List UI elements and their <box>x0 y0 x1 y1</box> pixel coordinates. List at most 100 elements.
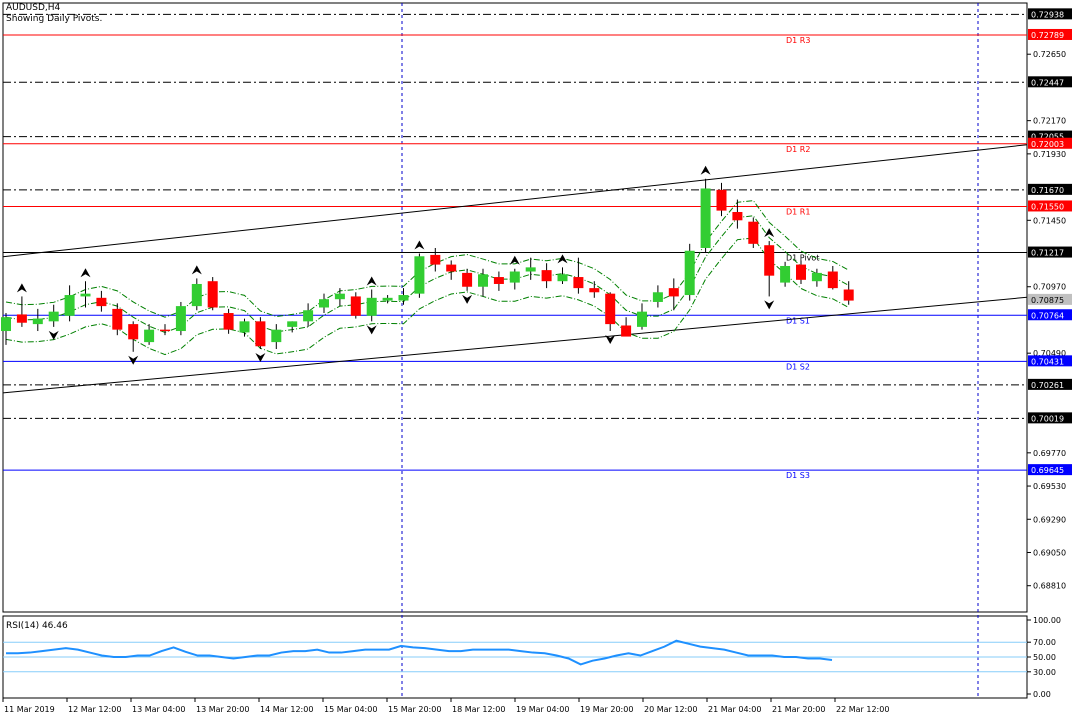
rsi-tick-label: 30.00 <box>1033 668 1056 677</box>
time-tick-label: 20 Mar 12:00 <box>644 705 697 714</box>
candle-body <box>223 313 234 330</box>
price-tick-label: 0.69770 <box>1033 449 1066 458</box>
candle-body <box>48 311 59 322</box>
level-label-box <box>1028 246 1072 258</box>
candle-body <box>748 221 759 244</box>
time-tick-label: 22 Mar 12:00 <box>836 705 889 714</box>
level-label-box <box>1028 200 1072 212</box>
pivot-label: D1 S1 <box>786 316 810 325</box>
level-label-text: 0.72055 <box>1031 133 1064 142</box>
candle-body <box>827 271 838 289</box>
candle-body <box>446 264 457 272</box>
candle-body <box>191 283 202 307</box>
candle-body <box>271 329 282 343</box>
time-tick-label: 15 Mar 20:00 <box>388 705 441 714</box>
fractal-up-arrow <box>764 228 775 238</box>
fractal-up-arrow <box>700 165 711 175</box>
rsi-tick-label: 50.00 <box>1033 653 1056 662</box>
candle-body <box>287 321 298 327</box>
level-label-text: 0.72789 <box>1031 31 1064 40</box>
time-tick-label: 15 Mar 04:00 <box>324 705 377 714</box>
time-tick-label: 14 Mar 12:00 <box>260 705 313 714</box>
candle-body <box>843 289 854 301</box>
level-label-text: 0.72003 <box>1031 140 1064 149</box>
candle-body <box>796 264 806 280</box>
level-label-text: 0.70261 <box>1031 381 1064 390</box>
fractal-up-arrow <box>191 265 202 275</box>
candle-body <box>16 314 27 323</box>
level-label-box <box>1028 130 1072 142</box>
fractal-down-arrow <box>462 294 473 304</box>
candle-body <box>80 293 91 297</box>
price-tick-label: 0.69290 <box>1033 515 1066 524</box>
pivot-label: D1 S3 <box>786 471 810 480</box>
candle-body <box>557 274 568 282</box>
candle-body <box>144 329 155 343</box>
price-tick-label: 0.71930 <box>1033 150 1066 159</box>
candle-body <box>303 310 314 322</box>
level-label-text: 0.72938 <box>1031 10 1064 19</box>
upper-trendline <box>2 144 1028 258</box>
symbol-title: AUDUSD,H4 <box>6 3 61 13</box>
candle-body <box>700 188 711 248</box>
fractal-down-arrow <box>128 355 139 365</box>
candle-body <box>366 297 377 316</box>
candle-body <box>430 254 441 265</box>
candle-body <box>175 306 186 332</box>
level-label-text: 0.71550 <box>1031 202 1064 211</box>
rsi-line <box>6 639 833 666</box>
candle-body <box>811 272 822 282</box>
candle-body <box>334 293 345 300</box>
candle-body <box>96 297 107 307</box>
level-label-box <box>1028 293 1072 305</box>
level-label-text: 0.70875 <box>1031 296 1064 305</box>
candle-body <box>1 317 11 332</box>
level-label-text: 0.71670 <box>1031 186 1064 195</box>
rsi-tick-label: 100.00 <box>1033 616 1061 625</box>
pivot-label: D1 Pivot <box>786 254 819 263</box>
candle-body <box>605 293 616 325</box>
fractal-up-arrow <box>366 276 377 286</box>
level-label-box <box>1028 183 1072 195</box>
price-tick-label: 0.69050 <box>1033 548 1066 557</box>
candle-body <box>684 250 695 296</box>
fractal-down-arrow <box>48 330 59 340</box>
candle-body <box>128 324 139 340</box>
time-tick-label: 19 Mar 04:00 <box>516 705 569 714</box>
candle-body <box>716 189 727 211</box>
candle-body <box>398 295 409 301</box>
candle-body <box>160 329 170 332</box>
fractal-down-arrow <box>605 335 616 345</box>
fractal-up-arrow <box>557 254 568 264</box>
time-tick-label: 19 Mar 20:00 <box>580 705 633 714</box>
fractal-up-arrow <box>509 255 520 265</box>
lower-trendline <box>2 296 1028 394</box>
pivot-label: D1 R1 <box>786 207 810 216</box>
rsi-label: RSI(14) 46.46 <box>6 621 68 631</box>
candle-body <box>350 296 361 316</box>
fractal-down-arrow <box>366 325 377 335</box>
time-tick-label: 13 Mar 04:00 <box>132 705 185 714</box>
rsi-tick-label: 0.00 <box>1033 690 1051 699</box>
level-label-text: 0.70764 <box>1031 311 1064 320</box>
fractal-up-arrow <box>80 268 91 278</box>
level-label-text: 0.72447 <box>1031 78 1064 87</box>
candle-body <box>637 311 647 327</box>
candle-body <box>525 267 536 272</box>
time-tick-label: 21 Mar 04:00 <box>708 705 761 714</box>
candle-body <box>239 321 250 333</box>
candle-body <box>478 274 488 287</box>
price-tick-label: 0.70970 <box>1033 283 1066 292</box>
level-label-box <box>1028 76 1072 88</box>
level-label-box <box>1028 355 1072 367</box>
candle-body <box>732 211 743 221</box>
candle-body <box>541 270 552 282</box>
level-label-box <box>1028 378 1072 390</box>
candle-body <box>382 297 393 301</box>
level-label-text: 0.70431 <box>1031 357 1064 366</box>
level-label-text: 0.70019 <box>1031 414 1064 423</box>
candle-body <box>462 272 473 287</box>
candle-body <box>573 277 584 289</box>
